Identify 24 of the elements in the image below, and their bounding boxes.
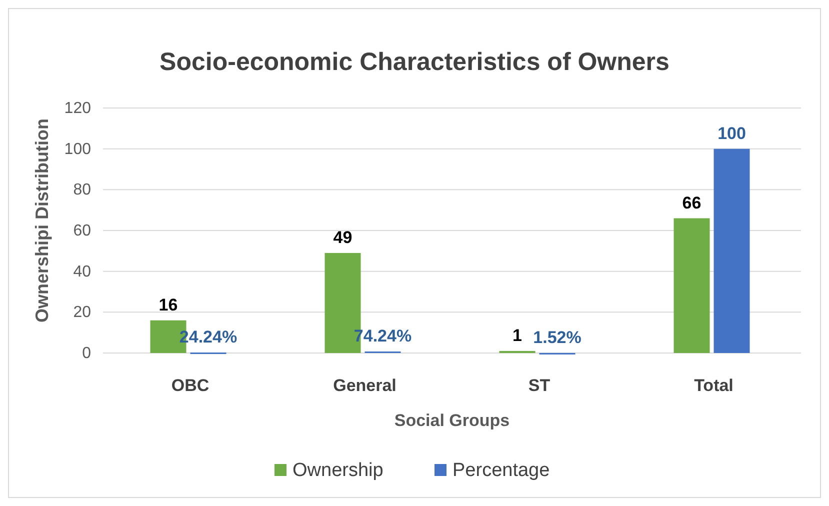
legend-label: Percentage <box>452 460 550 481</box>
chart-title: Socio-economic Characteristics of Owners <box>160 48 670 76</box>
bar <box>714 148 750 353</box>
x-tick-label: OBC <box>171 376 210 395</box>
x-tick-label: Total <box>694 376 734 395</box>
y-tick-label: 40 <box>73 263 92 280</box>
x-axis-title: Social Groups <box>394 411 510 430</box>
x-tick-label: General <box>333 376 396 395</box>
y-tick-label: 60 <box>73 222 92 240</box>
data-label: 16 <box>158 295 178 314</box>
y-tick-label: 80 <box>73 182 92 199</box>
legend-label: Ownership <box>292 460 384 481</box>
bar <box>674 218 710 353</box>
y-tick-label: 120 <box>64 100 92 117</box>
y-tick-label: 100 <box>64 140 92 158</box>
data-label: 49 <box>333 228 352 247</box>
data-label: 1.52% <box>533 328 582 347</box>
y-tick-label: 20 <box>73 304 92 322</box>
x-tick-label: ST <box>528 376 551 395</box>
y-tick-label: 0 <box>82 345 92 362</box>
data-label: 66 <box>682 193 702 212</box>
y-axis-title: Ownershipi Distribution <box>32 118 52 323</box>
data-label: 100 <box>718 124 746 143</box>
data-label: 1 <box>512 326 522 345</box>
